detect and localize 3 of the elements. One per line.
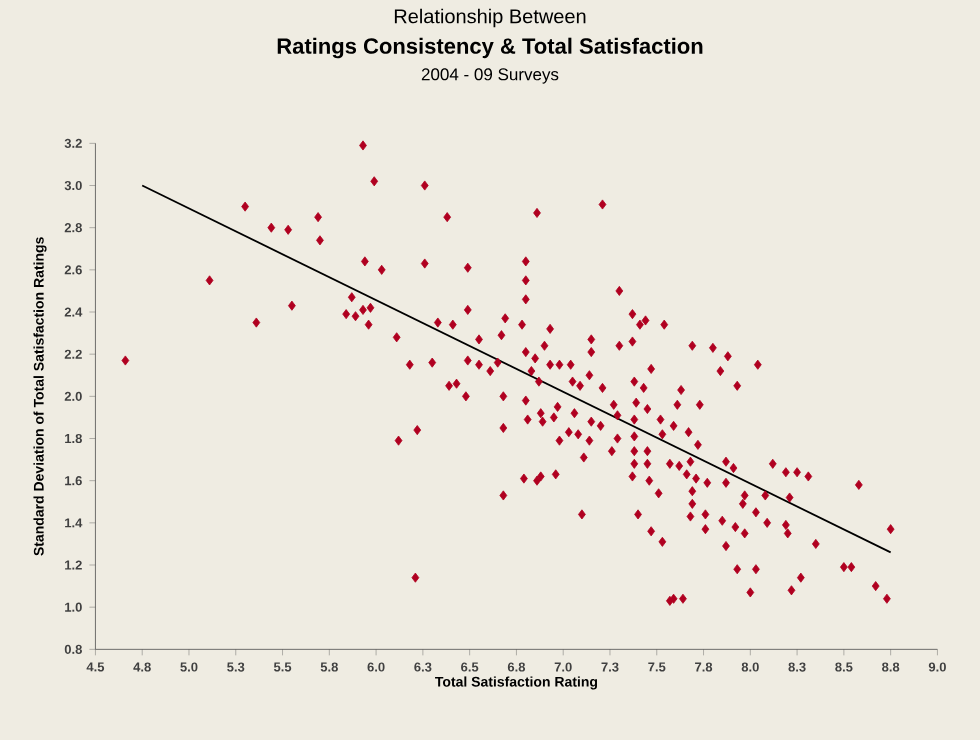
text: 2004 - 09 Surveys	[421, 68, 559, 84]
chart-subtitle: Ratings Consistency & Total Satisfaction	[277, 37, 703, 59]
chart-title: Relationship Between	[394, 8, 586, 28]
